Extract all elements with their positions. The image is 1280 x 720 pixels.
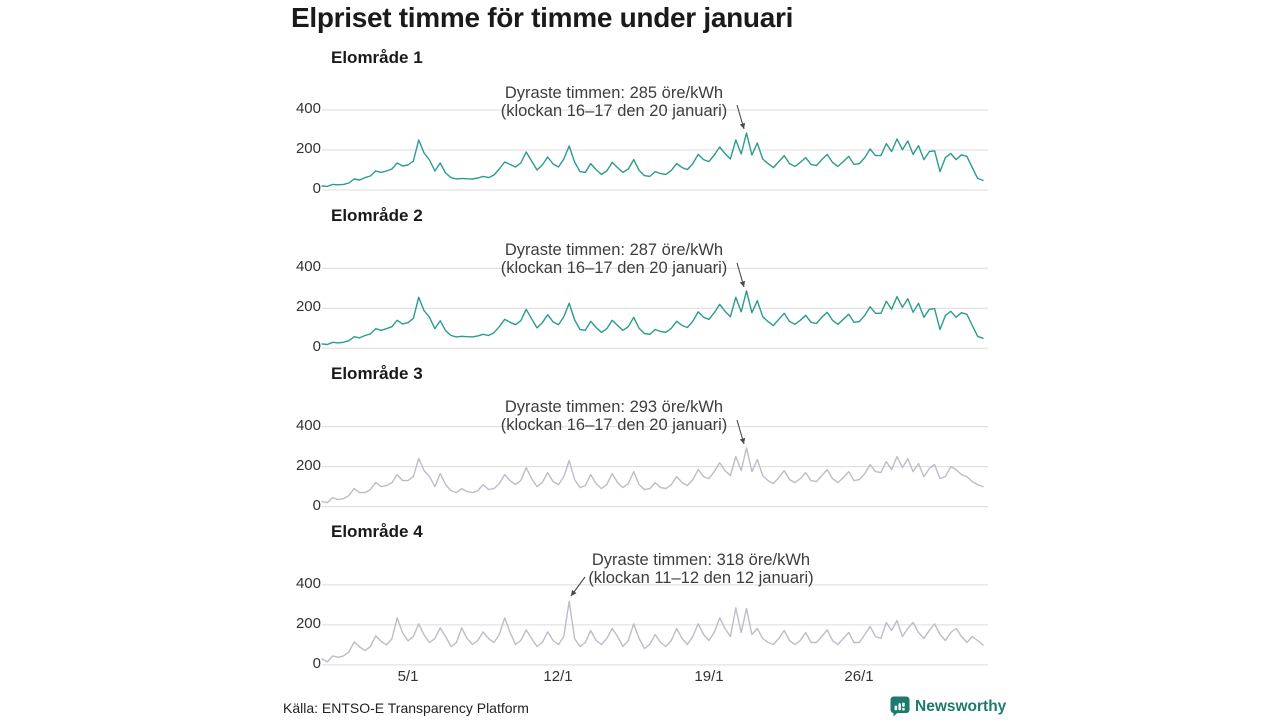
annotation-text: Dyraste timmen: 293 öre/kWh [504,398,724,416]
panel-title-elomrade-1: Elområde 1 [331,48,423,67]
page-title: Elpriset timme för timme under januari [291,2,794,33]
y-tick-label: 200 [295,298,321,315]
annotation-text: Dyraste timmen: 318 öre/kWh [591,551,811,569]
annotation-panel-4: Dyraste timmen: 318 öre/kWh (klockan 11–… [541,551,861,587]
y-tick-label: 0 [312,180,321,197]
annotation-text: (klockan 16–17 den 20 januari) [500,259,728,277]
panel-title-elomrade-2: Elområde 2 [331,206,423,225]
x-tick-label: 26/1 [844,668,874,685]
x-tick-label: 5/1 [397,668,419,685]
source-credit: Källa: ENTSO-E Transparency Platform [283,700,529,716]
newsworthy-logo-icon [890,696,910,717]
annotation-arrowhead [739,122,746,129]
annotation-panel-3: Dyraste timmen: 293 öre/kWh (klockan 16–… [454,398,774,434]
y-tick-label: 400 [295,258,321,275]
y-tick-label: 400 [295,417,321,434]
y-tick-label: 0 [312,655,321,672]
annotation-text: Dyraste timmen: 287 öre/kWh [504,241,724,259]
annotation-text: (klockan 11–12 den 12 januari) [588,569,814,587]
annotation-text: Dyraste timmen: 285 öre/kWh [504,84,724,102]
annotation-arrowhead [739,280,746,287]
y-tick-label: 0 [312,497,321,514]
annotation-panel-2: Dyraste timmen: 287 öre/kWh (klockan 16–… [454,241,774,277]
y-tick-label: 400 [295,575,321,592]
series-line-3 [321,447,984,504]
x-tick-label: 12/1 [543,668,573,685]
annotation-text: (klockan 16–17 den 20 januari) [500,416,728,434]
annotation-arrowhead [739,437,746,444]
panel-title-elomrade-4: Elområde 4 [331,522,423,541]
x-tick-label: 19/1 [694,668,724,685]
y-tick-label: 0 [312,338,321,355]
series-line-4 [321,600,984,663]
series-line-1 [321,132,984,188]
y-tick-label: 200 [295,615,321,632]
newsworthy-brand-label: Newsworthy [915,697,1007,715]
annotation-text: (klockan 16–17 den 20 januari) [500,102,728,120]
y-tick-label: 400 [295,100,321,117]
panel-title-elomrade-3: Elområde 3 [331,364,423,383]
newsworthy-brand: Newsworthy [890,696,1006,717]
series-line-2 [321,290,984,346]
annotation-panel-1: Dyraste timmen: 285 öre/kWh (klockan 16–… [454,84,774,120]
y-tick-label: 200 [295,457,321,474]
annotation-arrowhead [571,589,577,596]
y-tick-label: 200 [295,140,321,157]
